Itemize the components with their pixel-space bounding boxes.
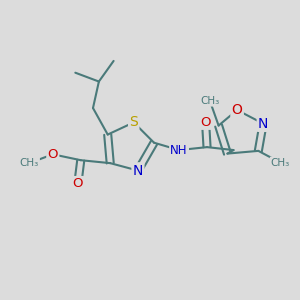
Text: CH₃: CH₃ (200, 95, 219, 106)
Text: CH₃: CH₃ (271, 158, 290, 168)
Text: NH: NH (170, 144, 188, 157)
Text: O: O (200, 116, 211, 129)
Text: O: O (73, 177, 83, 190)
Text: O: O (47, 148, 58, 161)
Text: CH₃: CH₃ (20, 158, 39, 168)
Text: N: N (133, 164, 143, 178)
Text: S: S (129, 116, 138, 129)
Text: O: O (232, 103, 242, 117)
Text: N: N (258, 117, 268, 130)
